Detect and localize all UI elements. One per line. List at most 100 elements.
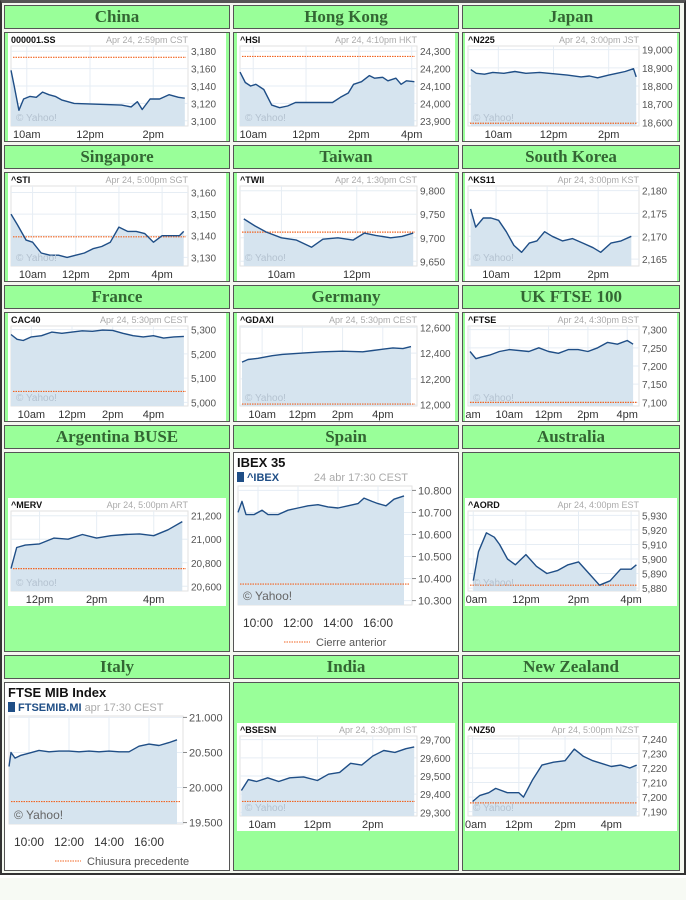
price-area [470, 68, 637, 126]
series-swatch [237, 472, 244, 482]
chart-symbol: ^GDAXI [240, 315, 274, 325]
yahoo-watermark: © Yahoo! [16, 253, 57, 264]
y-tick-label: 18,600 [642, 118, 673, 129]
chart-timestamp: Apr 24, 2:59pm CST [106, 35, 189, 45]
chart-title: FTSE MIB Index [8, 685, 107, 700]
chart-spain[interactable]: 10.300 10.400 10.500 10.600 10.700 10.800 10:0… [234, 453, 458, 651]
y-tick-label: 5,930 [642, 511, 667, 522]
chart-australia[interactable]: 5,880 5,890 5,900 5,910 5,920 5,930 10am 12pm 2p… [465, 498, 677, 606]
y-tick-label: 29,600 [420, 753, 451, 764]
region-header-taiwan: Taiwan [233, 145, 459, 169]
y-tick-label: 9,700 [420, 234, 445, 245]
y-tick-label: 3,160 [191, 65, 216, 76]
x-tick-label: 12:00 [54, 835, 84, 849]
y-tick-label: 7,300 [642, 326, 667, 337]
chart-timestamp: Apr 24, 5:00pm ART [107, 500, 189, 510]
chart-singapore[interactable]: 3,130 3,140 3,150 3,160 10am 12pm 2pm 4pm © Yaho… [8, 173, 226, 281]
chart-cell-singapore: 3,130 3,140 3,150 3,160 10am 12pm 2pm 4pm © Yaho… [4, 172, 230, 282]
y-tick-label: 29,500 [420, 772, 451, 783]
price-area [11, 70, 185, 126]
chart-uk[interactable]: 7,100 7,150 7,200 7,250 7,300 8am 10am 12pm 2pm 4… [465, 313, 677, 421]
x-tick-label: 10am [268, 269, 296, 281]
x-tick-label: 10am [465, 819, 486, 831]
y-tick-label: 2,165 [642, 255, 667, 266]
x-tick-label: 2pm [587, 269, 608, 281]
y-tick-label: 5,920 [642, 526, 667, 537]
y-tick-label: 3,120 [191, 99, 216, 110]
region-header-spain: Spain [233, 425, 459, 449]
chart-timestamp: Apr 24, 4:10pm HKT [335, 35, 418, 45]
x-tick-label: 10am [248, 819, 276, 831]
x-tick-label: 10am [485, 129, 513, 141]
y-tick-label: 7,250 [642, 344, 667, 355]
price-area [11, 214, 184, 266]
y-tick-label: 3,180 [191, 47, 216, 58]
yahoo-watermark: © Yahoo! [16, 578, 57, 589]
chart-cell-china: 3,100 3,120 3,140 3,160 3,180 10am 12pm 2pm © Ya… [4, 32, 230, 142]
region-header-japan: Japan [462, 5, 680, 29]
price-line [469, 339, 634, 360]
y-tick-label: 3,140 [191, 82, 216, 93]
chart-france[interactable]: 5,000 5,100 5,200 5,300 10am 12pm 2pm 4pm © Yaho… [8, 313, 226, 421]
y-tick-label: 21.000 [189, 712, 223, 724]
series-swatch [8, 702, 15, 712]
chart-symbol: ^KS11 [468, 175, 495, 185]
region-header-singapore: Singapore [4, 145, 230, 169]
chart-new-zealand[interactable]: 7,190 7,200 7,210 7,220 7,230 7,240 10am 12pm 2p… [465, 722, 677, 831]
y-tick-label: 3,130 [191, 253, 216, 264]
chart-hong-kong[interactable]: 23,900 24,000 24,100 24,200 24,300 10am 12pm 2p… [237, 33, 455, 141]
yahoo-watermark: © Yahoo! [245, 803, 286, 814]
chart-symbol: 000001.SS [11, 35, 56, 45]
y-tick-label: 18,700 [642, 100, 673, 111]
y-tick-label: 10.700 [418, 507, 452, 519]
region-header-italy: Italy [4, 655, 230, 679]
x-tick-label: 2pm [577, 409, 598, 421]
x-tick-label: 4pm [143, 594, 164, 606]
x-tick-label: 4pm [620, 594, 641, 606]
y-tick-label: 20.000 [189, 783, 223, 795]
legend-previous-close-label: Chiusura precedente [87, 856, 189, 868]
x-tick-label: 4pm [372, 409, 393, 421]
y-tick-label: 2,170 [642, 232, 667, 243]
y-tick-label: 20,600 [191, 582, 222, 593]
chart-china[interactable]: 3,100 3,120 3,140 3,160 3,180 10am 12pm 2pm © Ya… [8, 33, 226, 141]
y-tick-label: 24,200 [420, 65, 451, 76]
x-tick-label: 12pm [505, 819, 533, 831]
chart-cell-uk: 7,100 7,150 7,200 7,250 7,300 8am 10am 12pm 2pm 4… [462, 312, 680, 422]
chart-argentina[interactable]: 20,600 20,800 21,000 21,200 12pm 2pm 4pm © Yaho… [8, 498, 226, 606]
x-tick-label: 2pm [102, 409, 123, 421]
price-area [238, 495, 404, 605]
chart-italy[interactable]: 19.500 20.000 20.500 21.000 10:00 12:00 14:00 1… [5, 683, 229, 870]
chart-symbol: ^BSESN [240, 725, 276, 735]
price-area [242, 346, 411, 406]
y-tick-label: 10.800 [418, 485, 452, 497]
x-tick-label: 2pm [362, 819, 383, 831]
x-tick-label: 10:00 [14, 835, 44, 849]
chart-symbol: ^STI [11, 175, 30, 185]
y-tick-label: 24,000 [420, 99, 451, 110]
price-line [8, 739, 178, 767]
y-tick-label: 3,140 [191, 232, 216, 243]
chart-south-korea[interactable]: 2,165 2,170 2,175 2,180 10am 12pm 2pm © Yahoo! ^… [465, 173, 677, 281]
y-tick-label: 10.600 [418, 529, 452, 541]
y-tick-label: 5,300 [191, 326, 216, 337]
y-tick-label: 5,890 [642, 570, 667, 581]
chart-japan[interactable]: 18,600 18,700 18,800 18,900 19,000 10am 12pm 2p… [465, 33, 677, 141]
chart-taiwan[interactable]: 9,650 9,700 9,750 9,800 10am 12pm © Yahoo! ^TWI… [237, 173, 455, 281]
region-header-australia: Australia [462, 425, 680, 449]
chart-germany[interactable]: 12,000 12,200 12,400 12,600 10am 12pm 2pm 4pm © … [237, 313, 455, 421]
x-tick-label: 12pm [304, 819, 332, 831]
y-tick-label: 7,200 [642, 793, 667, 804]
page-background [0, 878, 686, 900]
x-tick-label: 14:00 [94, 835, 124, 849]
chart-timestamp: Apr 24, 3:30pm IST [339, 725, 418, 735]
x-tick-label: 10am [19, 269, 47, 281]
chart-cell-india: 29,300 29,400 29,500 29,600 29,700 10am 12pm 2p… [233, 682, 459, 871]
yahoo-watermark: © Yahoo! [16, 113, 57, 124]
y-tick-label: 20.500 [189, 747, 223, 759]
y-tick-label: 18,900 [642, 64, 673, 75]
market-charts-table: China Hong Kong Japan 3,100 3,120 3,140 3,1… [0, 0, 686, 875]
price-line [243, 218, 414, 248]
chart-india[interactable]: 29,300 29,400 29,500 29,600 29,700 10am 12pm 2p… [237, 722, 455, 831]
price-area [240, 72, 415, 126]
